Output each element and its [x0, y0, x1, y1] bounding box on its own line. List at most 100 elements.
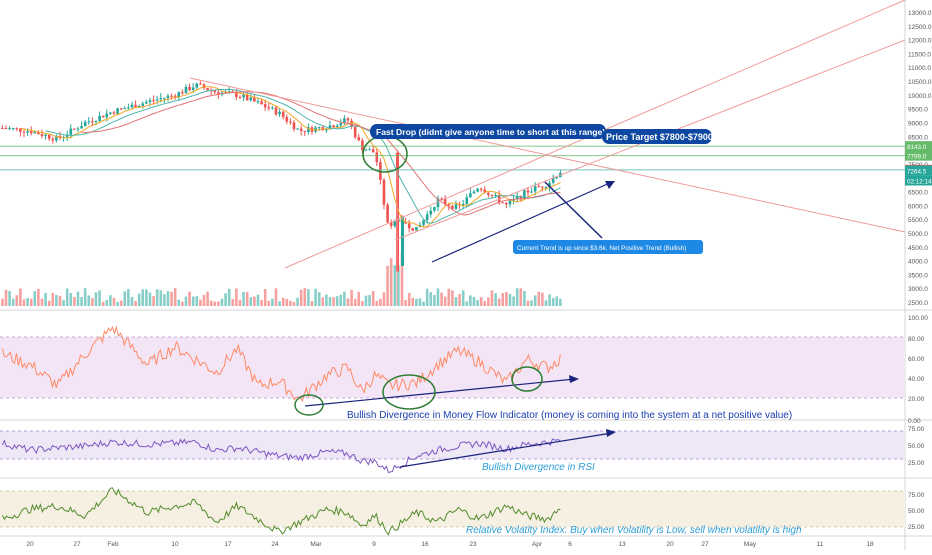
candle-body — [346, 118, 350, 121]
candle-body — [451, 205, 454, 209]
candle-body — [206, 88, 209, 91]
rsi-axis-label: 25.00 — [908, 460, 925, 467]
candle-body — [181, 92, 184, 94]
candle-body — [555, 177, 559, 179]
volume-bar — [152, 296, 155, 306]
volume-bar — [508, 293, 512, 306]
candle-body — [105, 113, 109, 118]
fast-drop-callout[interactable] — [370, 124, 606, 139]
candle-body — [83, 121, 87, 127]
candle-body — [163, 97, 166, 99]
candle-body — [33, 131, 37, 134]
volume-bar — [368, 295, 371, 306]
volume-bar — [551, 297, 555, 306]
volume-bar — [443, 296, 447, 306]
volume-bar — [353, 298, 357, 306]
price-badge — [905, 175, 932, 186]
mfi-axis-label: 100.00 — [908, 315, 928, 322]
volume-bar — [555, 296, 559, 306]
candle-body — [188, 86, 191, 90]
volume-bar — [173, 288, 177, 306]
volume-bar — [11, 298, 15, 306]
candle-body — [465, 197, 469, 204]
volume-bar — [127, 288, 130, 306]
rvi-band — [0, 491, 905, 527]
rsi-axis-label: 50.00 — [908, 443, 925, 450]
volume-bar — [559, 298, 562, 306]
volume-bar — [321, 297, 325, 306]
volume-bar — [454, 297, 458, 306]
time-axis-label: 13 — [618, 541, 626, 548]
volume-bar — [199, 299, 202, 306]
candle-body — [307, 127, 310, 132]
candle-body — [415, 226, 418, 231]
volume-bar — [188, 291, 191, 306]
volume-bar — [289, 300, 292, 306]
candle-body — [65, 134, 69, 137]
volume-bar — [461, 290, 465, 306]
volume-bar — [350, 289, 353, 306]
volume-bar — [490, 290, 494, 306]
descending-trend-line — [189, 77, 906, 233]
time-axis-label: May — [744, 541, 757, 548]
volume-bar — [119, 300, 123, 306]
mfi-axis-label: 80.00 — [908, 336, 925, 343]
volume-bar — [278, 301, 281, 306]
price-target-callout[interactable] — [602, 129, 712, 144]
candle-body — [339, 123, 343, 126]
volume-bar — [271, 298, 274, 306]
volume-bar — [148, 292, 152, 306]
price-axis-label: 9000.0 — [908, 120, 928, 127]
volume-bar — [87, 295, 91, 306]
candle-body — [145, 101, 148, 104]
volume-bar — [361, 301, 364, 306]
volume-bar — [397, 265, 400, 306]
candle-body — [80, 126, 83, 129]
volume-bar — [274, 288, 278, 306]
rsi-band — [0, 431, 905, 459]
current-trend-text: Current Trend is up since $3.6k. Net Pos… — [517, 245, 686, 252]
candle-body — [501, 202, 505, 204]
candle-body — [368, 149, 371, 151]
price-axis-label: 6500.0 — [908, 190, 928, 197]
volume-bar — [163, 294, 166, 306]
mfi-arrowhead — [569, 375, 579, 383]
volume-bar — [479, 297, 483, 306]
candle-body — [411, 228, 415, 231]
volume-bar — [206, 291, 209, 306]
volume-bar — [80, 296, 83, 306]
candle-body — [231, 91, 235, 93]
candle-body — [130, 104, 134, 108]
volume-bar — [227, 288, 231, 306]
candle-body — [260, 101, 263, 105]
candle-body — [429, 210, 433, 215]
time-axis-label: 11 — [817, 541, 824, 548]
volume-bar — [242, 292, 245, 306]
volume-bar — [533, 295, 537, 306]
volume-bar — [415, 298, 418, 306]
volume-bar — [393, 265, 397, 306]
price-pane — [0, 0, 905, 310]
volume-bar — [263, 289, 267, 306]
candle-body — [472, 191, 476, 194]
candle-body — [19, 128, 22, 132]
candle-body — [199, 83, 202, 85]
volume-bar — [469, 295, 472, 306]
candle-body — [191, 87, 195, 90]
volume-bar — [501, 293, 505, 306]
volume-bar — [523, 290, 526, 306]
current-trend-callout[interactable] — [513, 240, 703, 254]
time-axis-label: Feb — [107, 541, 119, 548]
volume-bar — [94, 292, 98, 306]
candle-body — [490, 194, 494, 196]
price-axis-label: 3000.0 — [908, 286, 928, 293]
price-badge — [905, 165, 932, 176]
candle-body — [98, 115, 101, 122]
volume-bar — [1, 298, 4, 306]
candle-body — [69, 128, 73, 135]
candle-body — [278, 111, 281, 115]
candle-body — [15, 128, 19, 130]
price-badge-label: 8143.0 — [907, 144, 927, 151]
candle-body — [483, 189, 487, 193]
